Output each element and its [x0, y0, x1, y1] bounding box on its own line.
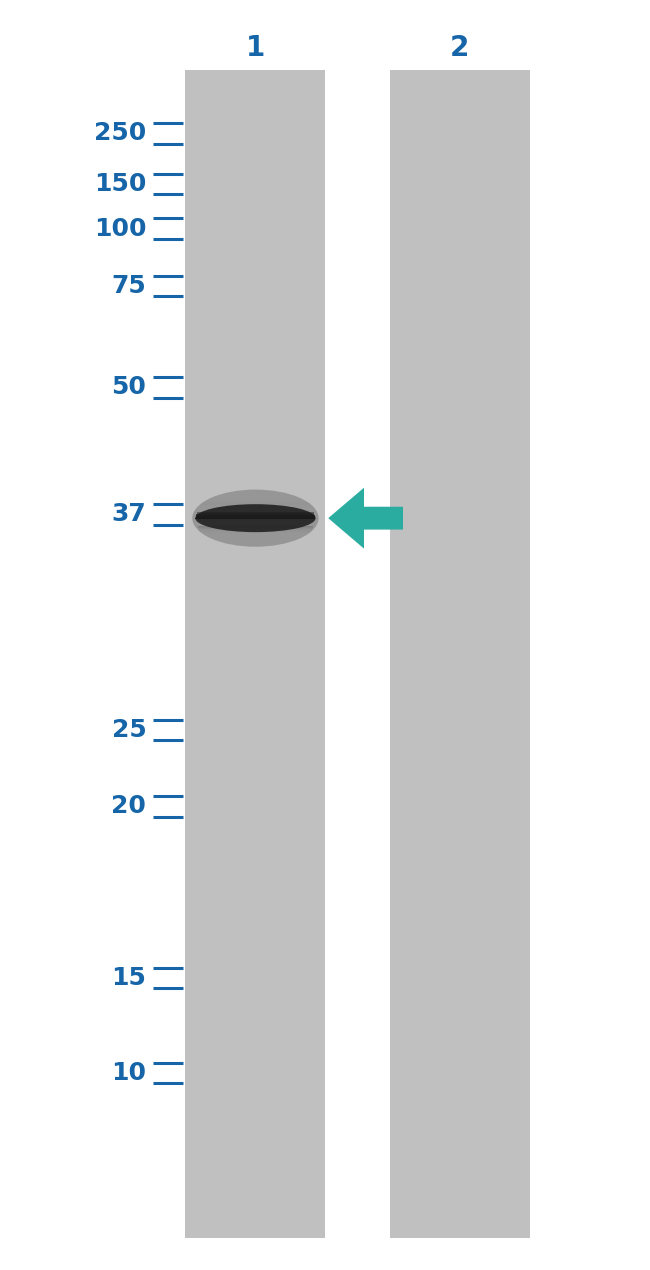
Text: 150: 150 — [94, 173, 146, 196]
Bar — [185, 70, 325, 1238]
FancyArrow shape — [328, 488, 403, 549]
Text: 20: 20 — [111, 795, 146, 818]
Ellipse shape — [196, 504, 316, 532]
Text: 50: 50 — [111, 376, 146, 399]
Text: 25: 25 — [112, 719, 146, 742]
Text: 10: 10 — [111, 1062, 146, 1085]
Text: 250: 250 — [94, 122, 146, 145]
Bar — [390, 70, 530, 1238]
Text: 100: 100 — [94, 217, 146, 240]
Text: 1: 1 — [246, 34, 265, 62]
Ellipse shape — [192, 489, 318, 547]
Text: 37: 37 — [112, 503, 146, 526]
Text: 2: 2 — [450, 34, 469, 62]
Text: 15: 15 — [111, 966, 146, 989]
Text: 75: 75 — [112, 274, 146, 297]
